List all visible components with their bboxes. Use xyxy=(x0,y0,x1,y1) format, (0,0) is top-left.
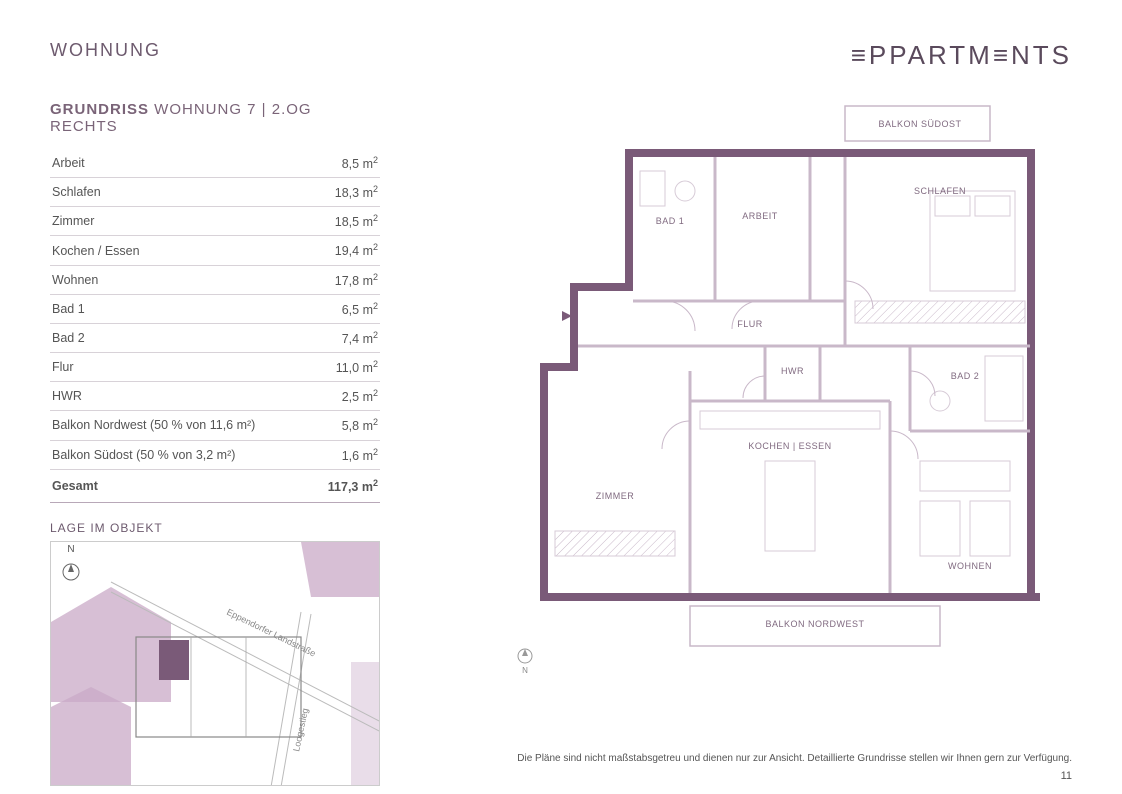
floorplan: N BALKON SÜDOST SCHLAFEN ARBEIT BAD 1 FL… xyxy=(510,101,1070,661)
table-row: HWR2,5 m2 xyxy=(50,382,380,411)
room-label: Schlafen xyxy=(50,178,312,207)
lage-title: LAGE IM OBJEKT xyxy=(50,521,380,535)
label-kochen: KOCHEN | ESSEN xyxy=(720,441,860,451)
header: WOHNUNG ≡PPARTM≡NTS xyxy=(50,40,1072,71)
room-label: Balkon Nordwest (50 % von 11,6 m²) xyxy=(50,411,312,440)
total-label: Gesamt xyxy=(50,469,312,502)
room-value: 7,4 m2 xyxy=(312,323,380,352)
table-row: Bad 27,4 m2 xyxy=(50,323,380,352)
room-value: 17,8 m2 xyxy=(312,265,380,294)
subtitle-bold: GRUNDRISS xyxy=(50,101,149,118)
table-row: Wohnen17,8 m2 xyxy=(50,265,380,294)
north-label: N xyxy=(67,544,74,555)
room-label: Arbeit xyxy=(50,149,312,178)
section-title: WOHNUNG xyxy=(50,40,161,61)
table-row: Balkon Nordwest (50 % von 11,6 m²)5,8 m2 xyxy=(50,411,380,440)
location-map: N Eppendorfer Landstraße Loogestieg xyxy=(50,541,380,786)
room-label: Zimmer xyxy=(50,207,312,236)
label-zimmer: ZIMMER xyxy=(570,491,660,501)
page-number: 11 xyxy=(1061,770,1072,782)
room-value: 1,6 m2 xyxy=(312,440,380,469)
right-column: N BALKON SÜDOST SCHLAFEN ARBEIT BAD 1 FL… xyxy=(380,101,1072,786)
room-value: 2,5 m2 xyxy=(312,382,380,411)
table-row: Flur11,0 m2 xyxy=(50,353,380,382)
room-value: 5,8 m2 xyxy=(312,411,380,440)
room-label: Wohnen xyxy=(50,265,312,294)
total-value: 117,3 m2 xyxy=(312,469,380,502)
brand-logo: ≡PPARTM≡NTS xyxy=(851,40,1072,71)
left-column: GRUNDRISS WOHNUNG 7 | 2.OG RECHTS Arbeit… xyxy=(50,101,380,786)
room-label: Bad 2 xyxy=(50,323,312,352)
label-wohnen: WOHNEN xyxy=(930,561,1010,571)
room-value: 8,5 m2 xyxy=(312,149,380,178)
room-label: Kochen / Essen xyxy=(50,236,312,265)
table-row: Arbeit8,5 m2 xyxy=(50,149,380,178)
room-value: 6,5 m2 xyxy=(312,294,380,323)
table-row: Bad 16,5 m2 xyxy=(50,294,380,323)
room-value: 11,0 m2 xyxy=(312,353,380,382)
label-bad1: BAD 1 xyxy=(640,216,700,226)
label-balkon-nw: BALKON NORDWEST xyxy=(730,619,900,629)
subtitle: GRUNDRISS WOHNUNG 7 | 2.OG RECHTS xyxy=(50,101,380,135)
rooms-table: Arbeit8,5 m2Schlafen18,3 m2Zimmer18,5 m2… xyxy=(50,149,380,503)
room-value: 18,3 m2 xyxy=(312,178,380,207)
room-label: Balkon Südost (50 % von 3,2 m²) xyxy=(50,440,312,469)
label-balkon-so: BALKON SÜDOST xyxy=(850,119,990,129)
table-row: Schlafen18,3 m2 xyxy=(50,178,380,207)
table-row: Kochen / Essen19,4 m2 xyxy=(50,236,380,265)
room-label: HWR xyxy=(50,382,312,411)
label-hwr: HWR xyxy=(770,366,815,376)
room-value: 18,5 m2 xyxy=(312,207,380,236)
label-schlafen: SCHLAFEN xyxy=(890,186,990,196)
label-arbeit: ARBEIT xyxy=(725,211,795,221)
svg-text:N: N xyxy=(522,666,528,675)
table-row-total: Gesamt117,3 m2 xyxy=(50,469,380,502)
svg-text:Eppendorfer Landstraße: Eppendorfer Landstraße xyxy=(225,607,317,659)
label-bad2: BAD 2 xyxy=(930,371,1000,381)
room-value: 19,4 m2 xyxy=(312,236,380,265)
room-label: Bad 1 xyxy=(50,294,312,323)
footer-disclaimer: Die Pläne sind nicht maßstabsgetreu und … xyxy=(500,753,1072,764)
label-flur: FLUR xyxy=(710,319,790,329)
table-row: Balkon Südost (50 % von 3,2 m²)1,6 m2 xyxy=(50,440,380,469)
table-row: Zimmer18,5 m2 xyxy=(50,207,380,236)
room-label: Flur xyxy=(50,353,312,382)
